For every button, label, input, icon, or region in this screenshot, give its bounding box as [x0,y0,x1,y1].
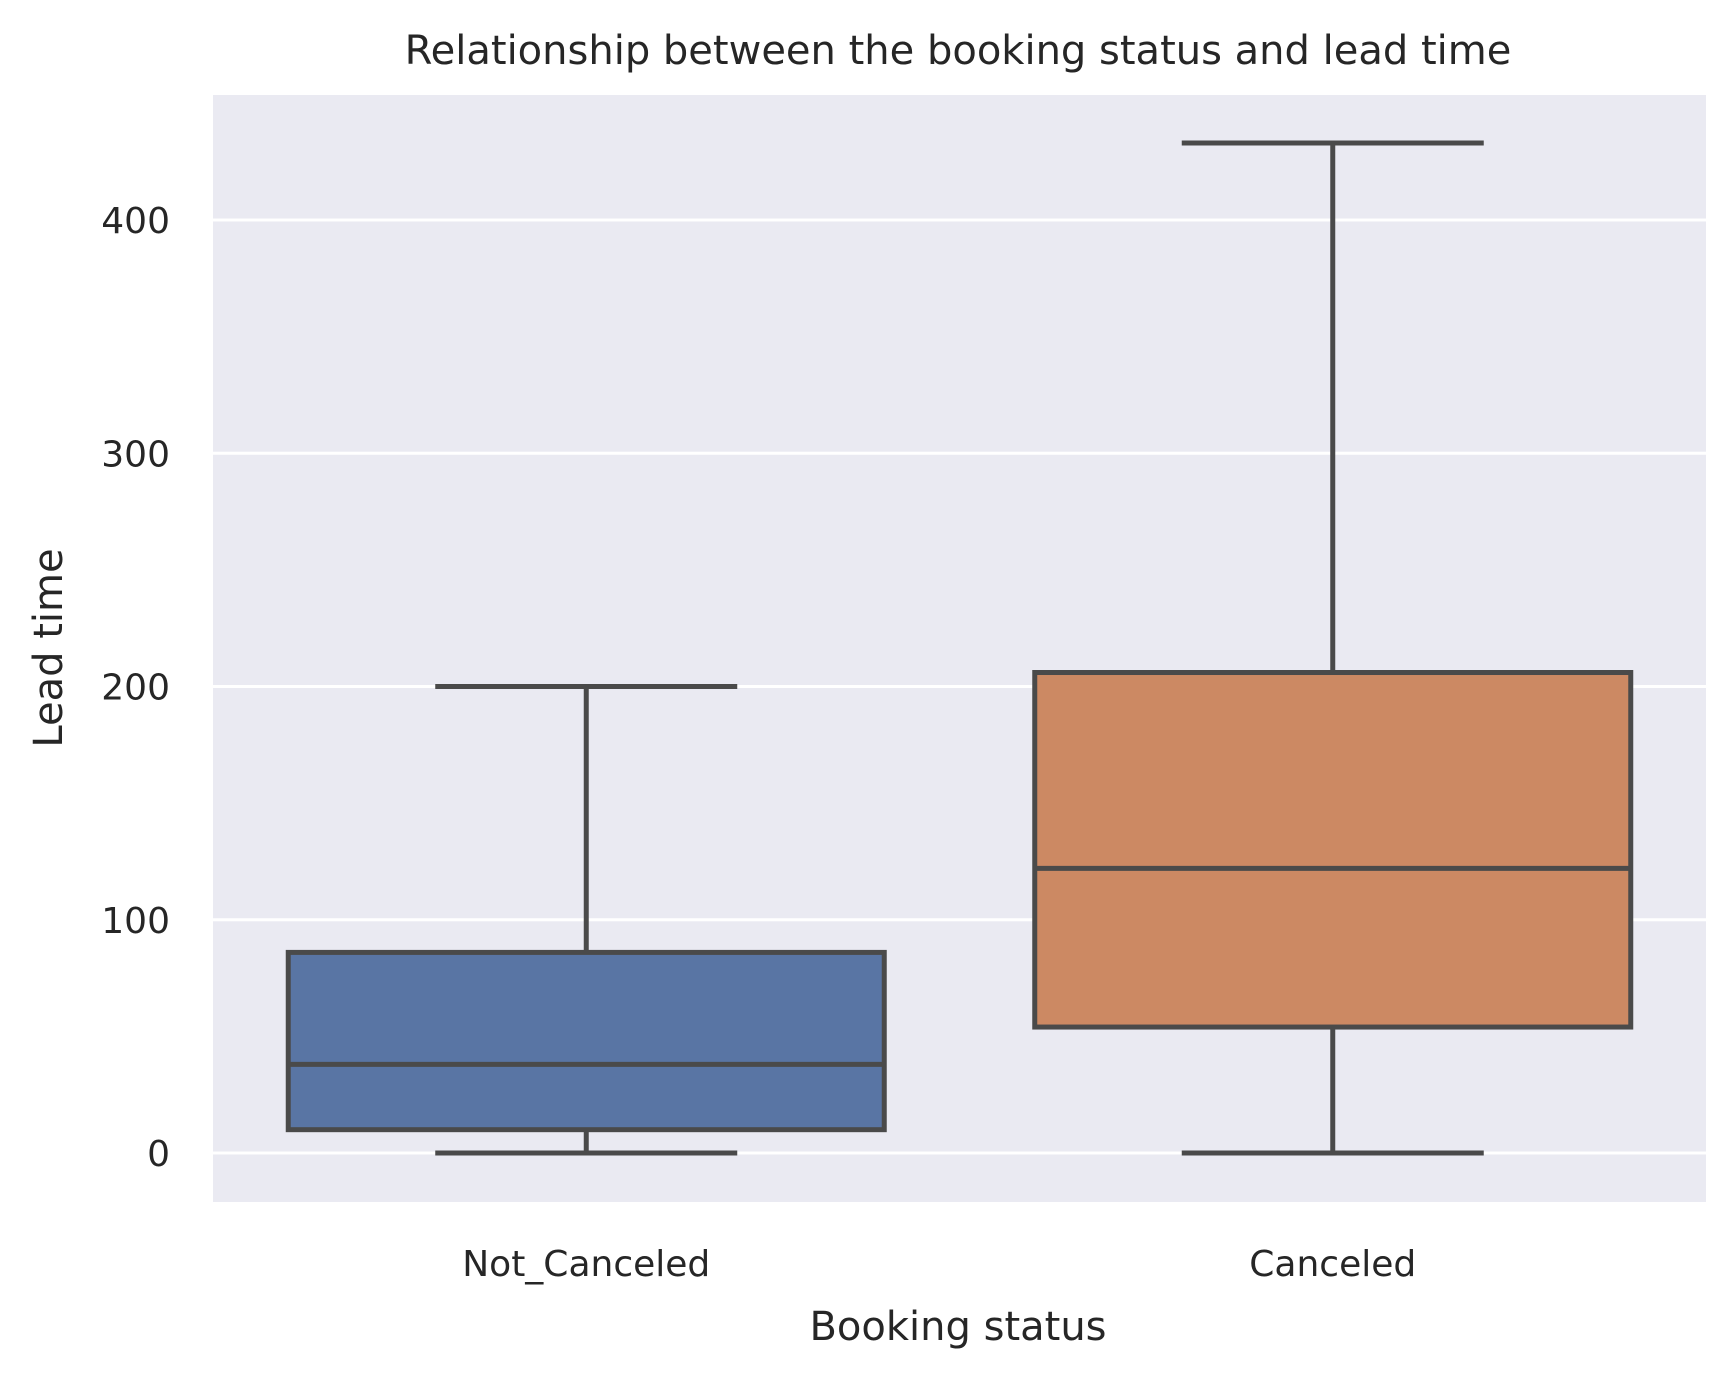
y-axis-ticks: 0 100 200 300 400 [101,201,170,1175]
y-tick-label: 100 [101,901,170,942]
y-tick-label: 0 [147,1134,170,1175]
y-tick-label: 200 [101,668,170,709]
x-axis-ticks: Not_Canceled Canceled [462,1244,1416,1285]
x-axis-label: Booking status [809,1304,1106,1350]
x-tick-label: Canceled [1249,1244,1416,1285]
x-tick-label: Not_Canceled [462,1244,710,1285]
y-tick-label: 300 [101,434,170,475]
box-iqr [1035,673,1631,1028]
y-tick-label: 400 [101,201,170,242]
y-axis-label: Lead time [26,548,72,747]
chart-title: Relationship between the booking status … [405,28,1512,74]
box-iqr [288,952,884,1129]
